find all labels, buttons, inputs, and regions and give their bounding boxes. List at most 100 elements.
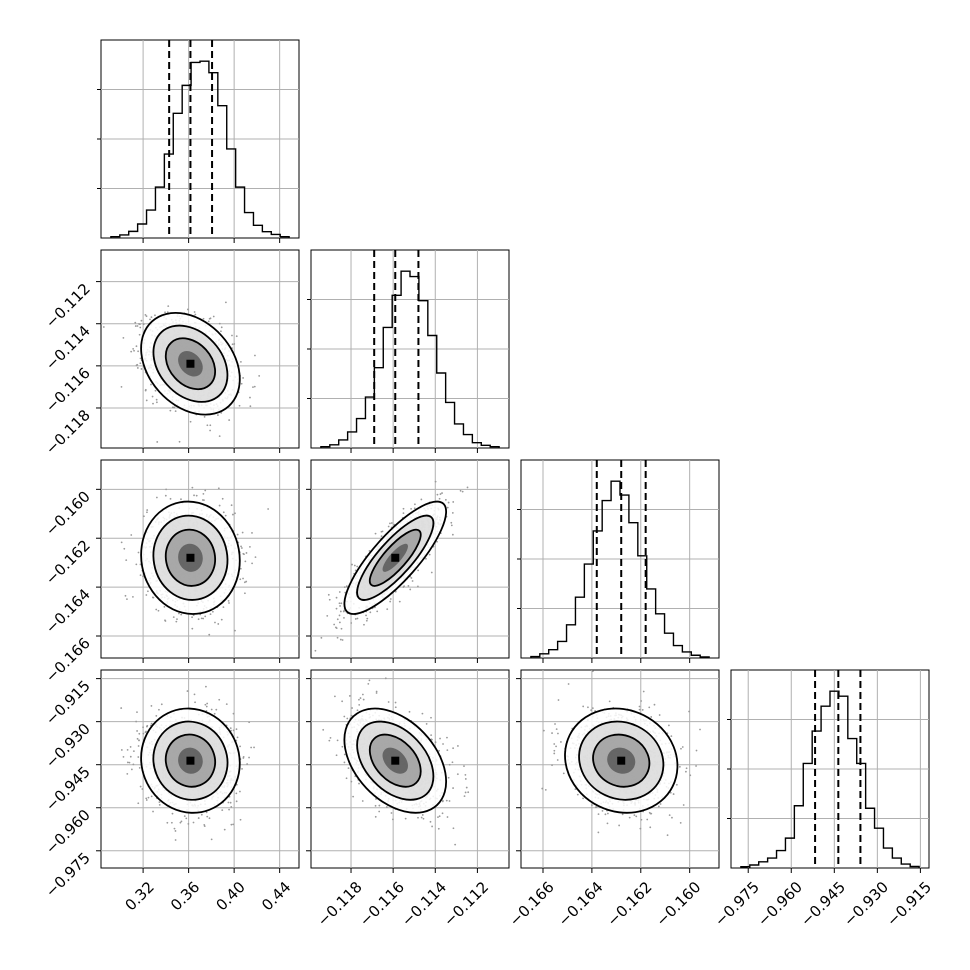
scatter-point [238, 404, 241, 407]
scatter-point [335, 607, 338, 610]
contour-1 [152, 324, 229, 403]
scatter-point [209, 317, 212, 320]
scatter-point [142, 323, 145, 326]
scatter-point [147, 796, 150, 799]
scatter-point [236, 736, 239, 739]
scatter-point [132, 763, 135, 766]
scatter-point [164, 619, 166, 622]
scatter-point [335, 596, 338, 599]
scatter-point [158, 803, 161, 806]
scatter-point [192, 821, 195, 824]
scatter-point [137, 551, 140, 554]
scatter-point [224, 301, 227, 304]
scatter-point [155, 496, 158, 499]
scatter-point [447, 501, 450, 504]
scatter-point [450, 524, 453, 527]
scatter-point [243, 581, 246, 584]
scatter-point [139, 785, 142, 788]
scatter-point [209, 613, 212, 616]
scatter-point [356, 617, 359, 620]
scatter-point [320, 636, 323, 639]
scatter-point [217, 487, 220, 490]
scatter-point [206, 424, 209, 427]
scatter-point [339, 605, 341, 607]
scatter-point [158, 708, 160, 711]
scatter-point [233, 343, 236, 345]
scatter-point [451, 533, 454, 536]
scatter-point [230, 504, 233, 507]
scatter-point [380, 535, 383, 538]
scatter-point [167, 305, 170, 308]
scatter-point [229, 801, 232, 804]
scatter-panel-2-1 [306, 459, 510, 663]
scatter-point [172, 406, 174, 409]
scatter-point [170, 821, 173, 824]
scatter-point [235, 728, 238, 731]
panel-content [521, 460, 719, 658]
scatter-point [204, 489, 207, 492]
scatter-point [156, 441, 159, 443]
scatter-point [204, 615, 207, 618]
scatter-point [242, 377, 245, 379]
scatter-point [228, 808, 230, 811]
density-peak [186, 553, 195, 562]
scatter-point [202, 317, 205, 320]
scatter-point [205, 705, 208, 708]
hist-panel-2 [517, 459, 720, 663]
scatter-point [132, 347, 135, 350]
scatter-point [407, 584, 410, 587]
scatter-point [232, 823, 235, 826]
scatter-point [249, 545, 251, 548]
scatter-point [236, 533, 239, 536]
hist-panel-1 [307, 249, 510, 453]
scatter-point [213, 712, 216, 715]
scatter-point [365, 614, 367, 617]
contour-1 [152, 514, 229, 601]
scatter-point [169, 409, 172, 412]
scatter-point [174, 410, 177, 413]
scatter-point [206, 702, 209, 705]
scatter-point [139, 574, 142, 577]
scatter-point [150, 383, 152, 386]
scatter-point [145, 797, 148, 800]
scatter-point [225, 703, 228, 706]
scatter-point [178, 440, 181, 443]
contour-2 [368, 528, 422, 587]
scatter-point [221, 497, 224, 500]
scatter-point [466, 486, 469, 489]
scatter-point [450, 521, 453, 524]
scatter-point [339, 610, 342, 613]
scatter-point [251, 532, 253, 534]
scatter-point [155, 398, 158, 401]
scatter-point [326, 615, 329, 617]
scatter-point [341, 639, 344, 641]
scatter-point [340, 602, 343, 605]
scatter-point [227, 599, 230, 602]
scatter-point [194, 313, 197, 316]
scatter-point [267, 508, 270, 510]
scatter-point [140, 368, 143, 370]
scatter-point [343, 616, 345, 619]
scatter-point [137, 350, 140, 353]
scatter-point [204, 703, 207, 706]
scatter-point [220, 618, 223, 621]
scatter-point [230, 823, 233, 826]
scatter-point [169, 497, 172, 500]
scatter-point [144, 314, 147, 316]
scatter-point [143, 515, 145, 518]
scatter-point [220, 326, 223, 329]
scatter-point [145, 799, 148, 801]
scatter-point [150, 316, 153, 319]
scatter-point [228, 419, 231, 421]
scatter-point [336, 618, 339, 621]
scatter-point [409, 588, 412, 591]
scatter-point [132, 595, 134, 598]
scatter-point [234, 629, 236, 632]
scatter-point [223, 828, 226, 831]
scatter-point [218, 435, 221, 438]
scatter-point [164, 494, 167, 497]
scatter-point [126, 761, 129, 764]
scatter-point [164, 311, 166, 314]
histogram-step [110, 60, 290, 238]
